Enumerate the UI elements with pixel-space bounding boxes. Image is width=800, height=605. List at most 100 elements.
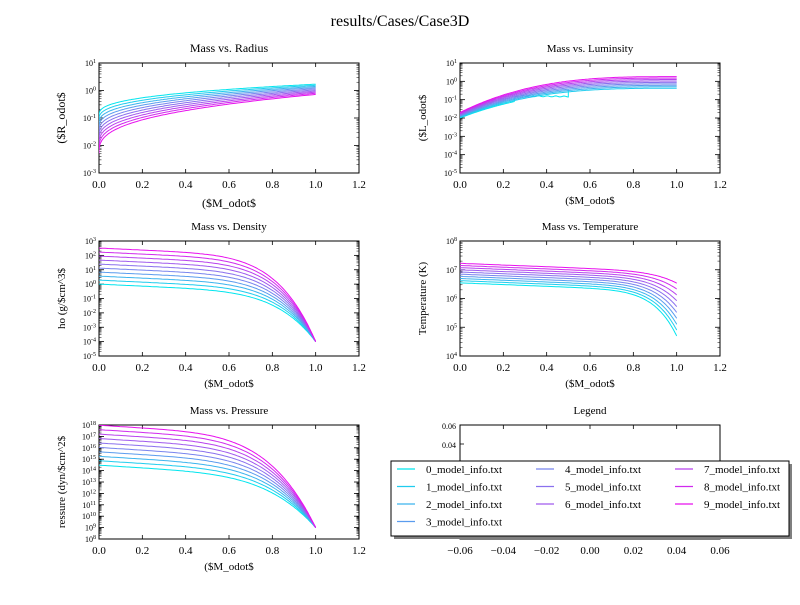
series-line-8 (99, 92, 316, 150)
y-tick-label: 10-2 (83, 309, 96, 318)
x-tick-label: 0.06 (710, 545, 730, 557)
series-line-4 (460, 273, 678, 313)
series-line-1 (99, 84, 316, 121)
panel-title: Mass vs. Luminsity (547, 43, 634, 55)
y-tick-label: 1014 (82, 467, 96, 476)
y-tick-label: 104 (446, 352, 457, 361)
y-tick-label: 100 (85, 280, 96, 289)
series-line-3 (99, 451, 317, 528)
panel-title: Mass vs. Temperature (542, 221, 639, 233)
legend-entry-8: 8_model_info.txt (704, 482, 780, 494)
y-tick-label: 10-2 (83, 142, 96, 151)
x-tick-label: 0.2 (135, 545, 149, 557)
legend-entry-5: 5_model_info.txt (565, 482, 641, 494)
x-tick-label: 0.8 (265, 545, 279, 557)
series-line-9 (99, 93, 316, 154)
x-tick-label: 0.8 (626, 362, 640, 374)
series-line-9 (99, 425, 317, 528)
x-tick-label: 0.2 (496, 362, 510, 374)
y-tick-label: 108 (446, 237, 457, 246)
x-tick-label: 0.2 (496, 179, 510, 191)
series-line-4 (99, 446, 317, 528)
y-tick-label: 1015 (82, 455, 96, 464)
series-line-7 (460, 79, 677, 115)
y-tick-label: 10-3 (83, 323, 96, 332)
y-tick-label: 102 (85, 251, 96, 260)
y-axis-label: Temperature (K) (417, 261, 429, 335)
series-line-8 (460, 77, 677, 114)
x-tick-label: 1.2 (352, 545, 366, 557)
x-tick-label: 1.2 (713, 179, 727, 191)
legend-entry-3: 3_model_info.txt (426, 517, 502, 529)
legend-entry-0: 0_model_info.txt (426, 464, 502, 476)
x-axis-label: ($M_odot$ (565, 195, 615, 207)
x-tick-label: 0.0 (92, 545, 106, 557)
series-line-1 (460, 87, 677, 118)
y-axis-label: ressure (dyn/$cm^2$ (56, 435, 68, 528)
x-tick-label: 0.04 (667, 545, 687, 557)
series-line-6 (460, 80, 677, 115)
panel-5: Mass vs. Pressure 0.0 0.2 0.4 0.6 0.8 1.0 1.2 10… (56, 405, 366, 573)
x-tick-label: 0.0 (92, 179, 106, 191)
y-tick-label: 101 (85, 59, 96, 68)
series-group (460, 262, 678, 337)
figure-title: results/Cases/Case3D (331, 13, 470, 30)
series-line-4 (460, 83, 677, 116)
x-tick-label: 1.2 (713, 362, 727, 374)
x-tick-label: 0.8 (265, 179, 279, 191)
series-line-3 (99, 271, 317, 342)
y-tick-label: 10-3 (83, 169, 96, 178)
x-tick-label: 0.6 (583, 362, 597, 374)
series-line-5 (460, 81, 677, 116)
x-tick-label: 1.0 (670, 362, 684, 374)
panel-title: Legend (574, 405, 607, 417)
series-line-5 (99, 263, 317, 342)
y-axis-label: ho (g/$cm^3$ (56, 267, 68, 329)
series-line-2 (460, 86, 677, 118)
x-tick-label: 0.2 (135, 179, 149, 191)
legend-entry-6: 6_model_info.txt (565, 499, 641, 511)
y-tick-label: 10-5 (83, 352, 96, 361)
axes-frame (459, 240, 721, 357)
x-tick-label: 0.8 (626, 179, 640, 191)
series-line-4 (99, 88, 316, 133)
y-tick-label: 100 (85, 87, 96, 96)
series-line-1 (460, 280, 678, 331)
x-tick-label: 0.4 (540, 179, 554, 191)
series-line-9 (460, 262, 677, 284)
panels: Mass vs. Radius 0.0 0.2 0.4 0.6 0.8 1.0 1.2 10-3… (54, 41, 792, 573)
x-tick-label: 0.6 (222, 545, 236, 557)
y-tick-label: 1012 (82, 489, 96, 498)
y-tick-label: 1016 (82, 444, 96, 453)
y-tick-label: 0.06 (442, 422, 456, 431)
y-tick-label: 1011 (82, 501, 96, 510)
x-tick-label: 0.4 (540, 362, 554, 374)
series-line-3 (460, 275, 678, 319)
series-line-2 (460, 278, 678, 325)
x-tick-label: −0.02 (534, 545, 559, 557)
x-axis-label: ($M_odot$ (204, 561, 254, 573)
y-tick-label: 101 (85, 266, 96, 275)
x-tick-label: −0.06 (447, 545, 473, 557)
series-line-3 (99, 87, 316, 129)
legend-entry-2: 2_model_info.txt (426, 499, 502, 511)
panel-4: Mass vs. Temperature 0.0 0.2 0.4 0.6 0.8 1.0 1.… (417, 221, 727, 390)
y-tick-label: 10-3 (444, 132, 457, 141)
y-tick-label: 10-4 (83, 338, 96, 347)
series-line-0 (460, 89, 569, 119)
x-tick-label: 0.00 (580, 545, 600, 557)
series-line-6 (99, 90, 316, 142)
panel-3: Mass vs. Density 0.0 0.2 0.4 0.6 0.8 1.0 1.2 10-… (56, 221, 366, 390)
axes-frame (459, 62, 721, 174)
y-tick-label: 1017 (82, 432, 96, 441)
panel-title: Mass vs. Pressure (190, 405, 269, 417)
y-tick-label: 107 (446, 266, 457, 275)
legend-entry-7: 7_model_info.txt (704, 464, 780, 476)
series-line-2 (99, 275, 317, 342)
x-tick-label: 0.8 (265, 362, 279, 374)
x-tick-label: 0.02 (624, 545, 643, 557)
x-tick-label: 0.6 (222, 362, 236, 374)
series-line-9 (99, 247, 317, 342)
axes-frame (98, 62, 360, 174)
x-tick-label: 0.4 (179, 179, 193, 191)
